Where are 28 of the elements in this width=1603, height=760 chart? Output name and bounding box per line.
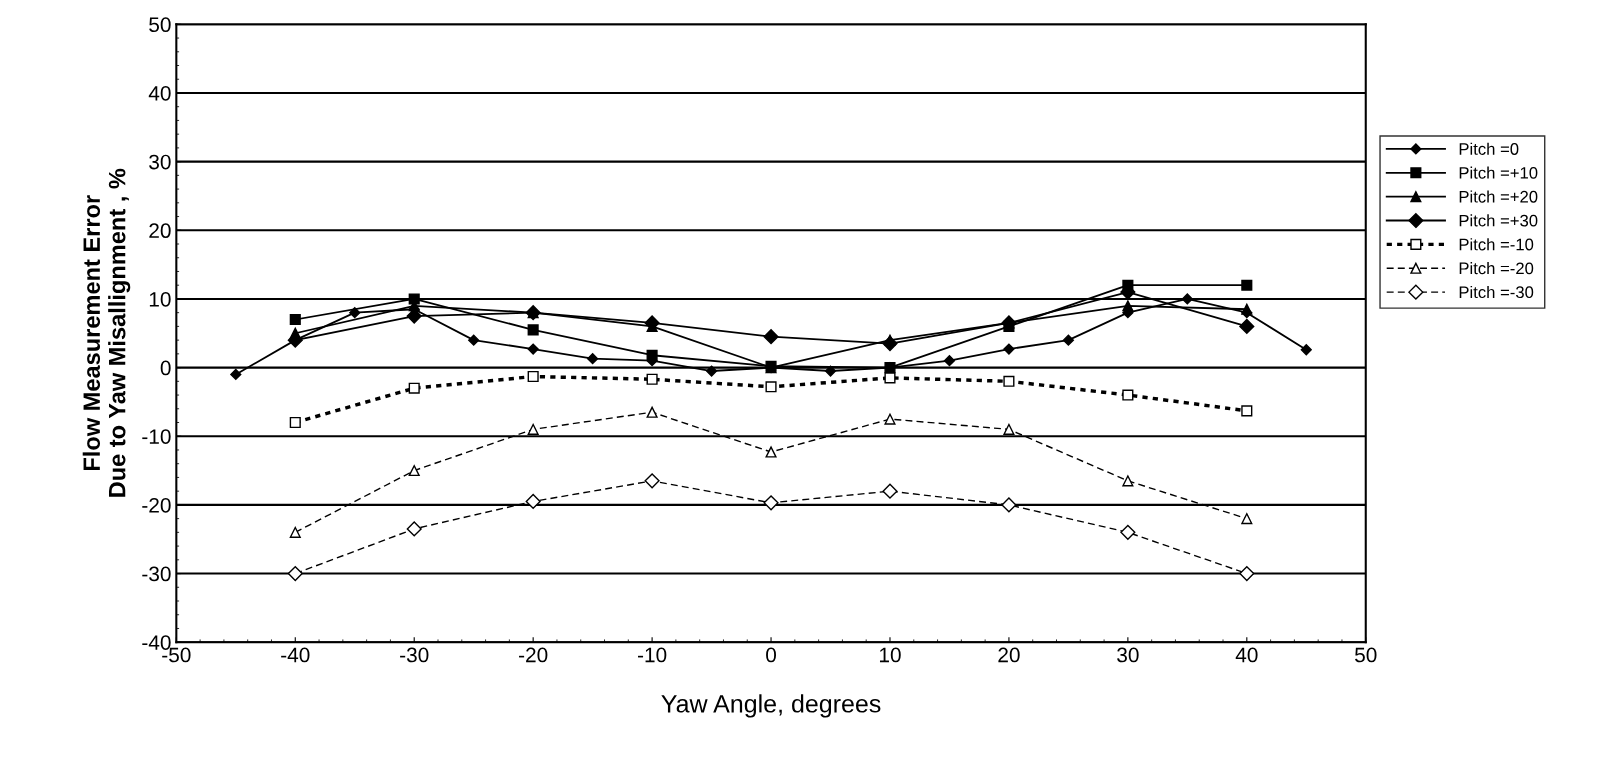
x-tick-label: 30 (1117, 647, 1139, 663)
y-tick-label: 50 (149, 17, 171, 33)
legend-label: Pitch =-30 (1459, 285, 1534, 299)
y-tick-label: 10 (149, 291, 171, 307)
y-tick-label: 30 (149, 154, 171, 170)
x-tick-label: -10 (637, 647, 667, 663)
y-tick-label: -10 (142, 429, 171, 444)
legend-label: Pitch =+20 (1459, 190, 1538, 203)
y-tick-label: -30 (142, 566, 171, 582)
legend-label: Pitch =+30 (1459, 214, 1538, 227)
y-tick-label: 20 (149, 223, 171, 239)
legend-label: Pitch =+10 (1459, 166, 1538, 179)
y-axis-title: Flow Measurement Error Due to Yaw Misallignment , % (82, 168, 131, 497)
x-tick-label: 40 (1235, 647, 1258, 663)
legend-label: Pitch =-20 (1459, 262, 1534, 275)
x-tick-label: 0 (766, 647, 777, 663)
x-tick-label: -40 (281, 647, 310, 663)
x-tick-label: -30 (400, 647, 429, 663)
x-tick-label: 50 (1355, 647, 1377, 663)
x-tick-label: -20 (519, 647, 548, 663)
y-tick-label: 40 (148, 85, 171, 101)
legend-label: Pitch =-10 (1459, 238, 1534, 251)
x-axis-title: Yaw Angle, degrees (661, 694, 881, 718)
y-tick-label: -20 (142, 497, 171, 513)
x-tick-label: 20 (998, 647, 1020, 663)
x-tick-label: 10 (879, 647, 901, 663)
legend-label: Pitch =0 (1459, 142, 1519, 155)
y-tick-label: 0 (160, 360, 171, 376)
